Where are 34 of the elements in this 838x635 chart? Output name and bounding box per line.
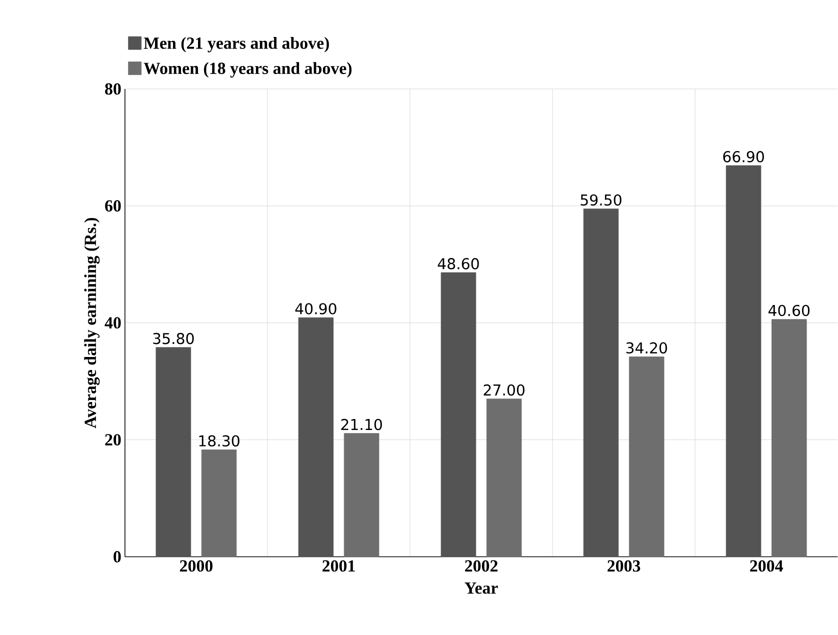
data-label: 40.90	[295, 303, 336, 315]
y-axis-title: Average daily earnining (Rs.)	[84, 218, 100, 428]
bar	[486, 398, 522, 558]
bar	[156, 347, 192, 558]
data-label: 34.20	[626, 342, 667, 354]
x-tick-label: 2000	[180, 560, 212, 572]
y-tick-label: 40	[104, 317, 121, 329]
data-label: 21.10	[341, 419, 382, 430]
legend-label: Men (21 years and above)	[144, 37, 329, 53]
data-label: 40.60	[768, 304, 810, 316]
x-tick-label: 2001	[322, 560, 355, 572]
legend-label: Women (18 years and above)	[144, 62, 352, 78]
data-label: 35.80	[153, 333, 194, 344]
data-label: 18.30	[199, 435, 240, 447]
y-tick-label: 0	[114, 551, 121, 563]
bar	[344, 433, 380, 558]
bar	[628, 356, 664, 558]
y-tick-label: 20	[105, 434, 121, 446]
y-tick-label: 80	[105, 83, 121, 95]
bar	[298, 318, 334, 558]
data-label: 48.60	[438, 258, 479, 270]
bar	[726, 166, 762, 558]
x-tick-label: 2003	[608, 560, 640, 572]
y-tick-label: 60	[105, 200, 121, 212]
data-label: 59.50	[580, 194, 622, 206]
bar	[583, 208, 619, 558]
x-tick-label: 2002	[465, 560, 498, 572]
bar	[201, 450, 237, 558]
bar	[440, 272, 476, 558]
x-axis-title: Year	[464, 582, 498, 594]
bar	[772, 319, 807, 558]
x-tick-label: 2004	[750, 560, 783, 572]
data-label: 66.90	[723, 151, 764, 163]
data-label: 27.00	[484, 384, 524, 396]
